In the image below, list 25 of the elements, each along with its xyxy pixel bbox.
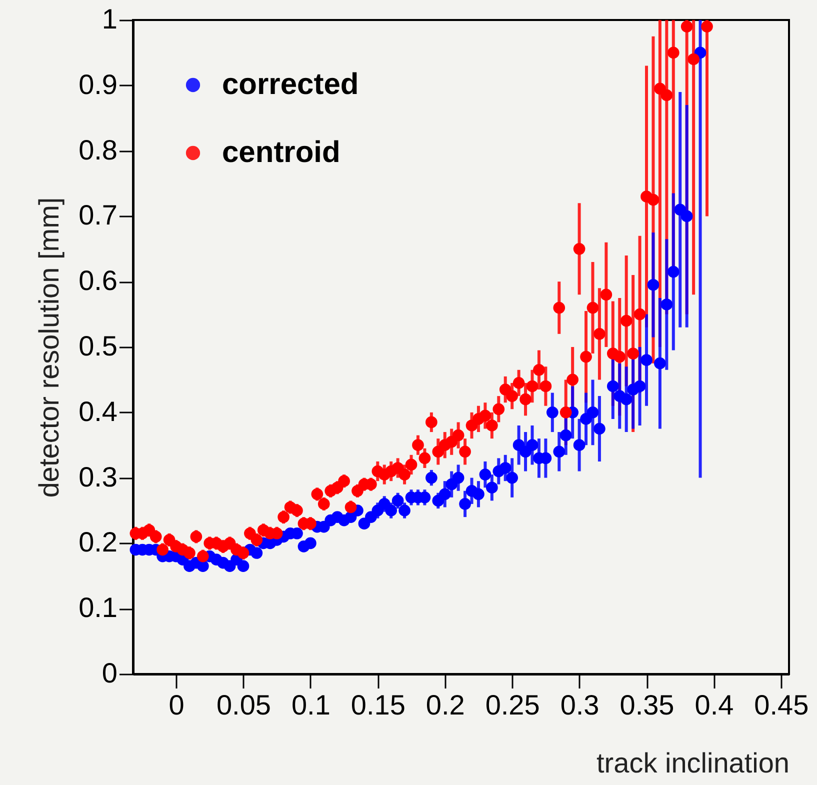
y-axis-title: detector resolution [mm]: [34, 197, 65, 498]
x-axis-title: track inclination: [596, 748, 790, 778]
y-tick-label: 0.4: [78, 396, 118, 427]
y-tick-label: 0.2: [78, 526, 118, 558]
x-tick-label: 0.3: [560, 690, 600, 720]
x-tick-label: 0.4: [694, 690, 734, 720]
x-tick-label: 0: [168, 690, 184, 720]
y-tick-label: 0: [102, 658, 118, 688]
x-tick-label: 0.35: [620, 690, 674, 720]
y-tick-label: 0.7: [78, 200, 118, 231]
y-tick-label: 0.8: [78, 134, 118, 166]
x-tick-label: 0.25: [485, 690, 540, 720]
x-tick-label: 0.2: [426, 690, 465, 720]
x-tick-label: 0.05: [216, 690, 271, 720]
x-tick-label: 0.1: [291, 690, 330, 720]
y-tick-label: 0.1: [78, 592, 118, 624]
legend-label: centroid: [222, 136, 340, 169]
legend-label: corrected: [222, 68, 359, 101]
y-tick-label: 0.6: [78, 265, 118, 296]
y-tick-label: 0.9: [78, 68, 118, 100]
x-tick-label: 0.15: [350, 690, 406, 720]
x-tick-label: 0.45: [754, 690, 809, 720]
y-tick-label: 0.3: [78, 461, 118, 492]
y-tick-label: 1: [102, 4, 118, 34]
y-tick-label: 0.5: [78, 330, 118, 362]
